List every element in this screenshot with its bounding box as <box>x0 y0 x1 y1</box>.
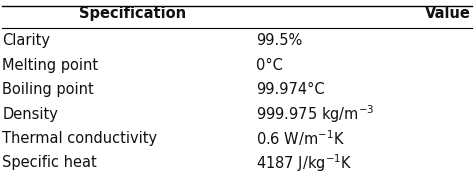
Text: 0.6 W/m$^{-1}$K: 0.6 W/m$^{-1}$K <box>256 129 345 148</box>
Text: Melting point: Melting point <box>2 58 99 73</box>
Text: 999.975 kg/m$^{-3}$: 999.975 kg/m$^{-3}$ <box>256 103 374 125</box>
Text: 4187 J/kg$^{-1}$K: 4187 J/kg$^{-1}$K <box>256 152 352 174</box>
Text: 0°C: 0°C <box>256 58 283 73</box>
Text: Boiling point: Boiling point <box>2 82 94 97</box>
Text: Value: Value <box>425 6 471 21</box>
Text: Density: Density <box>2 107 58 121</box>
Text: 99.5%: 99.5% <box>256 33 302 48</box>
Text: Specific heat: Specific heat <box>2 155 97 170</box>
Text: Clarity: Clarity <box>2 33 50 48</box>
Text: Thermal conductivity: Thermal conductivity <box>2 131 157 146</box>
Text: 99.974°C: 99.974°C <box>256 82 325 97</box>
Text: Specification: Specification <box>79 6 186 21</box>
